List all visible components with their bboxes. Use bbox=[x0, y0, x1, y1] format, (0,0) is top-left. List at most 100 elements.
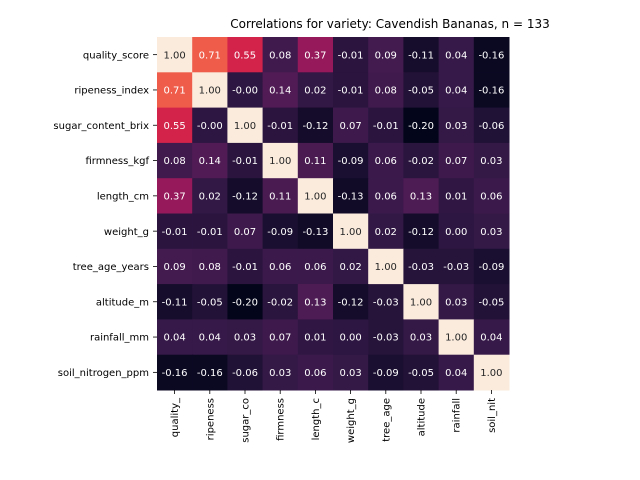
heatmap-cell-value: 0.04 bbox=[445, 50, 467, 61]
heatmap-cell-value: -0.13 bbox=[302, 227, 328, 238]
heatmap-cell bbox=[297, 284, 334, 320]
heatmap-cell bbox=[403, 72, 440, 109]
heatmap-cell bbox=[227, 284, 264, 320]
chart-title: Correlations for variety: Cavendish Bana… bbox=[230, 17, 549, 31]
heatmap-cells bbox=[157, 37, 510, 391]
heatmap-cell bbox=[403, 248, 440, 285]
heatmap-cell bbox=[262, 284, 299, 320]
heatmap-cell bbox=[473, 213, 510, 250]
heatmap-cell-value: 0.08 bbox=[269, 50, 291, 61]
heatmap-cell-value: 0.02 bbox=[339, 262, 361, 273]
heatmap-cell-value: 0.09 bbox=[163, 262, 185, 273]
heatmap-cell-value: -0.16 bbox=[478, 86, 504, 97]
heatmap-cell bbox=[438, 248, 475, 285]
heatmap-cell bbox=[192, 248, 228, 285]
heatmap-cell-value: 0.07 bbox=[339, 121, 361, 132]
heatmap-cell bbox=[368, 319, 404, 356]
heatmap-cell bbox=[403, 284, 440, 320]
heatmap-cell-value: 0.00 bbox=[339, 333, 361, 344]
heatmap-cell-value: -0.20 bbox=[232, 297, 258, 308]
x-tick-label: altitude bbox=[417, 398, 428, 436]
heatmap-cell bbox=[262, 319, 299, 356]
heatmap-cell bbox=[368, 142, 404, 179]
heatmap-cell bbox=[157, 284, 193, 320]
heatmap-cell bbox=[368, 354, 404, 391]
heatmap-cell-value: 0.06 bbox=[304, 368, 326, 379]
heatmap-cell-value: 1.00 bbox=[410, 297, 432, 308]
heatmap-cell bbox=[438, 284, 475, 320]
heatmap-cell-value: 0.08 bbox=[163, 156, 185, 167]
heatmap-cell-value: -0.05 bbox=[408, 368, 434, 379]
heatmap-cell-value: 0.01 bbox=[304, 333, 326, 344]
heatmap-cell bbox=[297, 213, 334, 250]
heatmap-cell-value: 1.00 bbox=[445, 333, 467, 344]
x-axis-ticks: quality_ ripeness sugar_co firmness length_c… bbox=[170, 390, 498, 443]
heatmap-cell-value: -0.01 bbox=[373, 121, 399, 132]
heatmap-cell-value: 0.11 bbox=[304, 156, 326, 167]
heatmap-cell bbox=[227, 354, 264, 391]
heatmap-cell-value: -0.09 bbox=[373, 368, 399, 379]
heatmap-cell-value: -0.03 bbox=[443, 262, 469, 273]
heatmap-cell-value: -0.03 bbox=[408, 262, 434, 273]
heatmap-cell-value: 0.08 bbox=[375, 86, 397, 97]
heatmap-cell bbox=[438, 72, 475, 109]
heatmap-cell bbox=[403, 142, 440, 179]
heatmap-cell-value: -0.09 bbox=[338, 156, 364, 167]
heatmap-cell bbox=[473, 248, 510, 285]
heatmap-cell bbox=[227, 37, 264, 73]
heatmap-cell-value: 0.03 bbox=[445, 121, 467, 132]
heatmap-cell-value: -0.12 bbox=[338, 297, 364, 308]
heatmap-cell bbox=[473, 72, 510, 109]
heatmap-cell bbox=[192, 142, 228, 179]
heatmap-cell-value: -0.11 bbox=[162, 297, 188, 308]
heatmap-cell bbox=[297, 72, 334, 109]
heatmap-cell bbox=[262, 37, 299, 73]
heatmap-cell-value: -0.01 bbox=[338, 50, 364, 61]
heatmap-cell-value: -0.01 bbox=[197, 227, 223, 238]
heatmap-cell bbox=[157, 248, 193, 285]
heatmap-cell bbox=[403, 319, 440, 356]
heatmap-cell bbox=[157, 178, 193, 214]
heatmap-cell-value: 0.14 bbox=[269, 86, 291, 97]
heatmap-cell bbox=[297, 319, 334, 356]
heatmap-cell-value: 0.06 bbox=[304, 262, 326, 273]
heatmap-cell bbox=[438, 319, 475, 356]
heatmap-cell bbox=[227, 319, 264, 356]
heatmap-cell-value: 0.01 bbox=[445, 191, 467, 202]
heatmap-cell-value: -0.03 bbox=[373, 333, 399, 344]
heatmap-cell bbox=[368, 284, 404, 320]
heatmap-cell-value: 1.00 bbox=[339, 227, 361, 238]
heatmap-cell bbox=[438, 107, 475, 144]
heatmap-cell-value: -0.12 bbox=[302, 121, 328, 132]
x-tick-label: weight_g bbox=[346, 398, 357, 443]
heatmap-cell bbox=[333, 354, 369, 391]
heatmap-cell-value: 0.03 bbox=[480, 227, 502, 238]
heatmap-cell-value: -0.01 bbox=[162, 227, 188, 238]
heatmap-cell bbox=[473, 37, 510, 73]
heatmap-cell-value: 0.06 bbox=[480, 191, 502, 202]
heatmap-cell bbox=[403, 213, 440, 250]
heatmap-cell-value: 0.03 bbox=[269, 368, 291, 379]
heatmap-cell-value: -0.05 bbox=[478, 297, 504, 308]
heatmap-cell-value: 0.13 bbox=[410, 191, 432, 202]
heatmap-cell bbox=[227, 213, 264, 250]
heatmap-cell-value: 1.00 bbox=[199, 86, 221, 97]
heatmap-cell bbox=[368, 72, 404, 109]
heatmap-cell-value: 0.03 bbox=[445, 297, 467, 308]
x-tick-label: soil_nit bbox=[487, 398, 498, 433]
heatmap-cell-value: -0.02 bbox=[408, 156, 434, 167]
heatmap-cell-value: 0.06 bbox=[269, 262, 291, 273]
heatmap-cell-value: 0.02 bbox=[304, 86, 326, 97]
y-tick-label: altitude_m bbox=[96, 297, 149, 308]
heatmap-cell-value: -0.05 bbox=[408, 86, 434, 97]
heatmap-cell-value: 0.14 bbox=[199, 156, 221, 167]
y-tick-label: tree_age_years bbox=[73, 262, 149, 273]
heatmap-cell bbox=[227, 72, 264, 109]
heatmap-cell bbox=[403, 107, 440, 144]
y-tick-label: length_cm bbox=[97, 191, 149, 202]
heatmap-cell bbox=[262, 72, 299, 109]
x-tick-label: tree_age bbox=[381, 398, 392, 442]
heatmap-cell-value: 0.04 bbox=[445, 86, 467, 97]
heatmap-cell bbox=[473, 178, 510, 214]
